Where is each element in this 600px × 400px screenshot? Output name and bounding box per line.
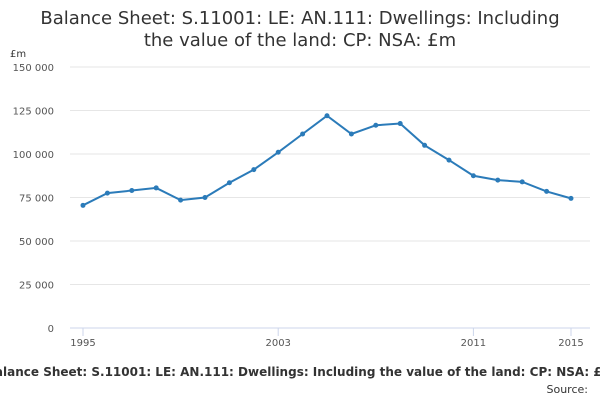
caption: Balance Sheet: S.11001: LE: AN.111: Dwel… (0, 365, 600, 379)
y-tick-label: 100 000 (13, 150, 54, 161)
point (300, 131, 306, 137)
point (226, 180, 232, 186)
point (495, 177, 501, 183)
point (202, 195, 208, 200)
point (470, 173, 476, 179)
point (80, 202, 86, 208)
point (324, 113, 330, 119)
y-tick-label: 125 000 (13, 107, 54, 118)
point (129, 188, 135, 194)
point (153, 185, 159, 191)
x-tick-label: 1995 (70, 338, 95, 349)
point (275, 149, 281, 155)
chart-title: the value of the land: CP: NSA: £m (144, 30, 456, 51)
y-axis-label: £m (10, 49, 26, 60)
source: Source: (547, 383, 589, 396)
x-tick-label: 2011 (461, 338, 486, 349)
point (251, 167, 257, 173)
point (397, 121, 403, 127)
point (568, 195, 574, 201)
point (519, 179, 525, 185)
point (422, 142, 428, 148)
point (348, 131, 354, 137)
line (82, 114, 572, 207)
point (178, 197, 184, 203)
x-tick-label: 2015 (558, 338, 583, 349)
y-tick-label: 75 000 (19, 194, 54, 205)
y-tick-label: 150 000 (13, 63, 54, 74)
point (446, 157, 452, 163)
y-tick-label: 25 000 (19, 281, 54, 292)
x-tick-label: 2003 (265, 338, 290, 349)
point (104, 190, 110, 196)
chart-title: Balance Sheet: S.11001: LE: AN.111: Dwel… (40, 8, 559, 29)
y-tick-label: 50 000 (19, 237, 54, 248)
y-tick-label: 0 (48, 324, 54, 335)
point (544, 188, 550, 194)
point (373, 122, 379, 128)
